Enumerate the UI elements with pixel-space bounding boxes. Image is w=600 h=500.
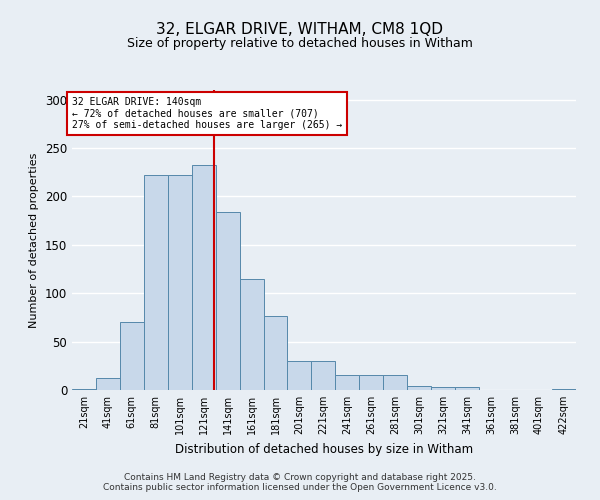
Bar xyxy=(287,361,311,390)
Bar xyxy=(431,387,455,390)
Text: Contains HM Land Registry data © Crown copyright and database right 2025.
Contai: Contains HM Land Registry data © Crown c… xyxy=(103,473,497,492)
X-axis label: Distribution of detached houses by size in Witham: Distribution of detached houses by size … xyxy=(175,442,473,456)
Bar xyxy=(455,387,479,390)
Bar xyxy=(311,361,335,390)
Text: Size of property relative to detached houses in Witham: Size of property relative to detached ho… xyxy=(127,38,473,51)
Bar xyxy=(72,389,96,390)
Bar xyxy=(120,322,144,390)
Bar xyxy=(552,389,576,390)
Bar xyxy=(407,386,431,390)
Bar xyxy=(383,376,407,390)
Bar xyxy=(335,376,359,390)
Bar xyxy=(215,212,239,390)
Bar xyxy=(168,175,192,390)
Text: 32 ELGAR DRIVE: 140sqm
← 72% of detached houses are smaller (707)
27% of semi-de: 32 ELGAR DRIVE: 140sqm ← 72% of detached… xyxy=(72,97,342,130)
Bar xyxy=(359,376,383,390)
Bar xyxy=(192,166,215,390)
Bar xyxy=(144,175,168,390)
Text: 32, ELGAR DRIVE, WITHAM, CM8 1QD: 32, ELGAR DRIVE, WITHAM, CM8 1QD xyxy=(157,22,443,38)
Bar xyxy=(239,278,263,390)
Bar xyxy=(263,316,287,390)
Bar xyxy=(96,378,120,390)
Y-axis label: Number of detached properties: Number of detached properties xyxy=(29,152,40,328)
